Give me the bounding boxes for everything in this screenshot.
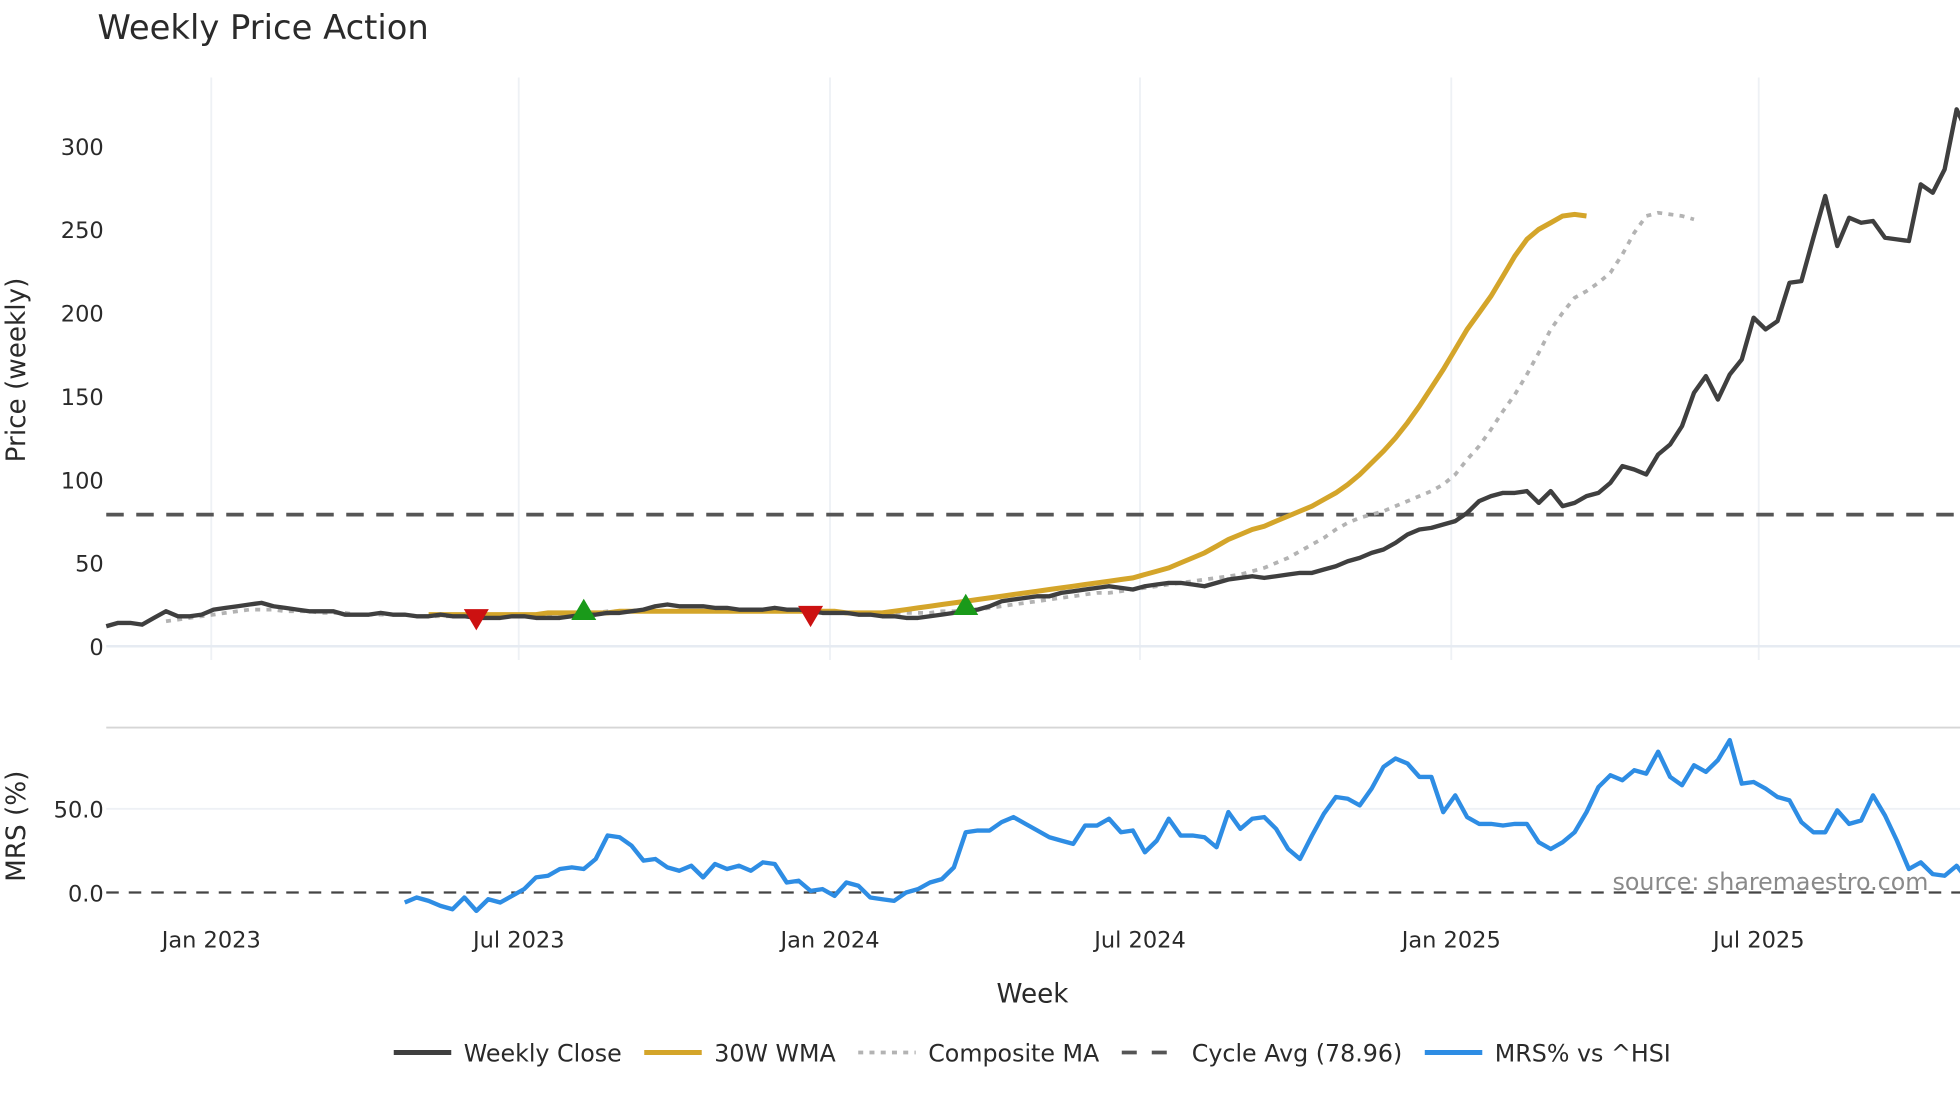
mrs-y-ticks: 0.0 50.0 [54,798,104,908]
x-tick-label: Jul 2024 [1092,928,1186,954]
buy-signal-marker [571,598,597,620]
price-y-tick-label: 0 [89,635,103,661]
sell-signal-marker [798,605,824,628]
price-gridlines [210,77,1760,661]
price-y-axis-title: Price (weekly) [2,278,32,463]
legend-item[interactable]: Composite MA [858,1039,1100,1067]
legend-label: Composite MA [928,1039,1100,1067]
legend-item[interactable]: Cycle Avg (78.96) [1121,1039,1403,1067]
legend-item[interactable]: MRS% vs ^HSI [1424,1039,1671,1067]
x-axis-ticks: Jan 2023 Jul 2023 Jan 2024 Jul 2024 Jan 2025… [160,928,1805,954]
price-y-tick-label: 150 [61,385,104,411]
price-y-ticks: 0 50 100 150 200 250 300 [61,135,104,661]
price-y-tick-label: 250 [61,218,104,244]
legend-label: MRS% vs ^HSI [1495,1039,1671,1067]
mrs-y-tick-label: 0.0 [68,881,104,907]
price-y-tick-label: 200 [61,302,104,328]
legend-item[interactable]: 30W WMA [644,1039,836,1067]
legend: Weekly Close 30W WMA Composite MA Cycle Avg… [393,1039,1671,1067]
sell-signal-marker [463,609,489,631]
legend-item[interactable]: Weekly Close [393,1039,622,1067]
mrs-y-axis-title: MRS (%) [2,771,32,882]
wma-30w-line [428,211,1587,618]
x-tick-label: Jan 2025 [1400,928,1501,954]
price-y-tick-label: 300 [61,135,104,161]
x-tick-label: Jan 2024 [778,928,879,954]
legend-label: 30W WMA [714,1039,836,1067]
mrs-line [403,737,1960,914]
x-tick-label: Jan 2023 [160,928,261,954]
source-watermark: source: sharemaestro.com [1613,868,1929,896]
mrs-y-tick-label: 50.0 [54,798,104,824]
x-tick-label: Jul 2023 [471,928,565,954]
composite-ma-line [165,210,1695,624]
legend-label: Weekly Close [464,1039,622,1067]
legend-label: Cycle Avg (78.96) [1192,1039,1403,1067]
weekly-close-line [105,107,1960,629]
price-y-tick-label: 50 [75,552,104,578]
signal-markers [463,593,979,631]
x-tick-label: Jul 2025 [1711,928,1805,954]
buy-signal-marker [953,593,979,615]
x-axis-title: Week [997,980,1070,1010]
price-y-tick-label: 100 [61,468,104,494]
chart-title: Weekly Price Action [98,8,429,47]
